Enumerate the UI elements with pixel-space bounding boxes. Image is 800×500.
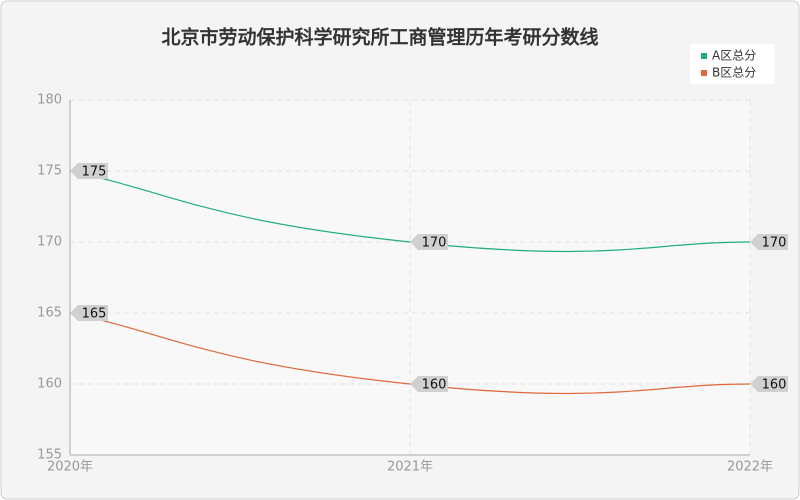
legend-swatch <box>701 53 707 59</box>
legend-label: A区总分 <box>712 49 756 63</box>
plot-area <box>70 100 750 455</box>
x-tick-label: 2022年 <box>727 460 773 475</box>
value-label: 170 <box>422 236 447 251</box>
value-tag <box>70 163 108 179</box>
x-tick-label: 2020年 <box>47 460 93 475</box>
y-tick-label: 175 <box>37 164 62 179</box>
value-tag <box>410 376 448 392</box>
value-label: 165 <box>82 307 107 322</box>
x-tick-label: 2021年 <box>387 460 433 475</box>
value-tag <box>750 234 788 250</box>
legend-box <box>690 44 775 84</box>
value-label: 170 <box>762 236 787 251</box>
y-tick-label: 155 <box>37 448 62 463</box>
y-tick-label: 160 <box>37 377 62 392</box>
value-tag <box>70 305 108 321</box>
chart-title: 北京市劳动保护科学研究所工商管理历年考研分数线 <box>161 26 598 49</box>
value-label: 160 <box>422 378 447 393</box>
value-tag <box>410 234 448 250</box>
y-tick-label: 165 <box>37 306 62 321</box>
y-tick-label: 180 <box>37 93 62 108</box>
value-tag <box>750 376 788 392</box>
legend-label: B区总分 <box>712 66 756 80</box>
legend-swatch <box>701 70 707 76</box>
y-tick-label: 170 <box>37 235 62 250</box>
value-label: 175 <box>82 165 107 180</box>
value-label: 160 <box>762 378 787 393</box>
